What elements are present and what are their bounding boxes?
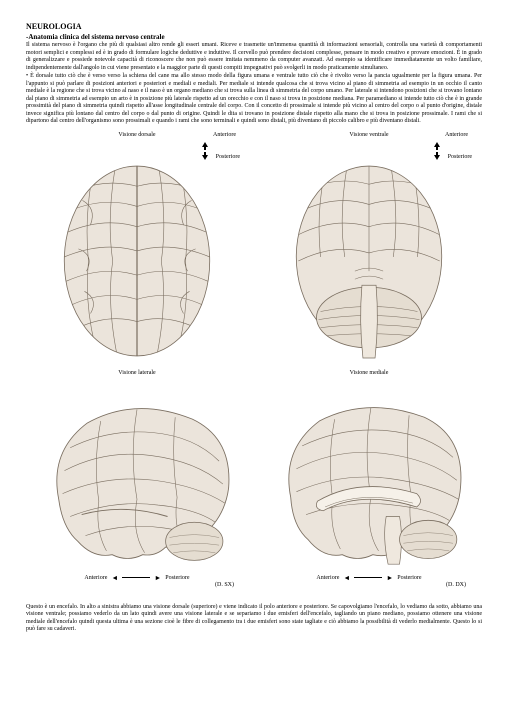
paragraph-bottom: Questo è un encefalo. In alto a sinistra… [26, 604, 482, 634]
hemisphere-tag: (D. SX) [215, 582, 234, 588]
axis-lateral: Anteriore ◄ ► Posteriore (D. SX) [32, 574, 242, 588]
page-subtitle: -Anatomia clinica del sistema nervoso ce… [26, 33, 482, 41]
view-label-ventral: Visione ventrale [264, 132, 474, 138]
arrow-left-icon: ◄ [111, 574, 118, 582]
hemisphere-tag: (D. DX) [446, 582, 466, 588]
brain-ventral-view: Visione ventrale Anteriore Posteriore [264, 132, 474, 362]
label-posteriore: Posteriore [165, 575, 189, 581]
label-anteriore: Anteriore [213, 132, 236, 138]
figure-panel: Visione dorsale Anteriore Posteriore [26, 132, 482, 600]
arrow-right-icon: ► [386, 574, 393, 582]
brain-medial-view: Anteriore ◄ ► Posteriore (D. DX) [264, 382, 474, 588]
label-anteriore: Anteriore [445, 132, 468, 138]
arrow-right-icon: ► [154, 574, 161, 582]
page-title: NEUROLOGIA [26, 22, 482, 31]
paragraph-1: Il sistema nervoso è l'organo che più di… [26, 42, 482, 72]
brain-lateral-svg [32, 382, 242, 588]
caption-mediale: Visione mediale [264, 370, 474, 376]
label-posteriore: Posteriore [397, 575, 421, 581]
view-label-dorsal: Visione dorsale [32, 132, 242, 138]
label-anteriore: Anteriore [316, 575, 339, 581]
brain-lateral-view: Anteriore ◄ ► Posteriore (D. SX) [32, 382, 242, 588]
orientation-arrows-icon [200, 142, 210, 160]
axis-medial: Anteriore ◄ ► Posteriore (D. DX) [264, 574, 474, 588]
label-anteriore: Anteriore [84, 575, 107, 581]
orientation-arrows-icon [432, 142, 442, 160]
brain-dorsal-svg [32, 160, 242, 362]
brain-ventral-svg [264, 160, 474, 362]
paragraph-2: • È dorsale tutto ciò che è verso verso … [26, 73, 482, 126]
brain-medial-svg [264, 382, 474, 588]
caption-laterale: Visione laterale [32, 370, 242, 376]
arrow-left-icon: ◄ [343, 574, 350, 582]
brain-dorsal-view: Visione dorsale Anteriore Posteriore [32, 132, 242, 362]
